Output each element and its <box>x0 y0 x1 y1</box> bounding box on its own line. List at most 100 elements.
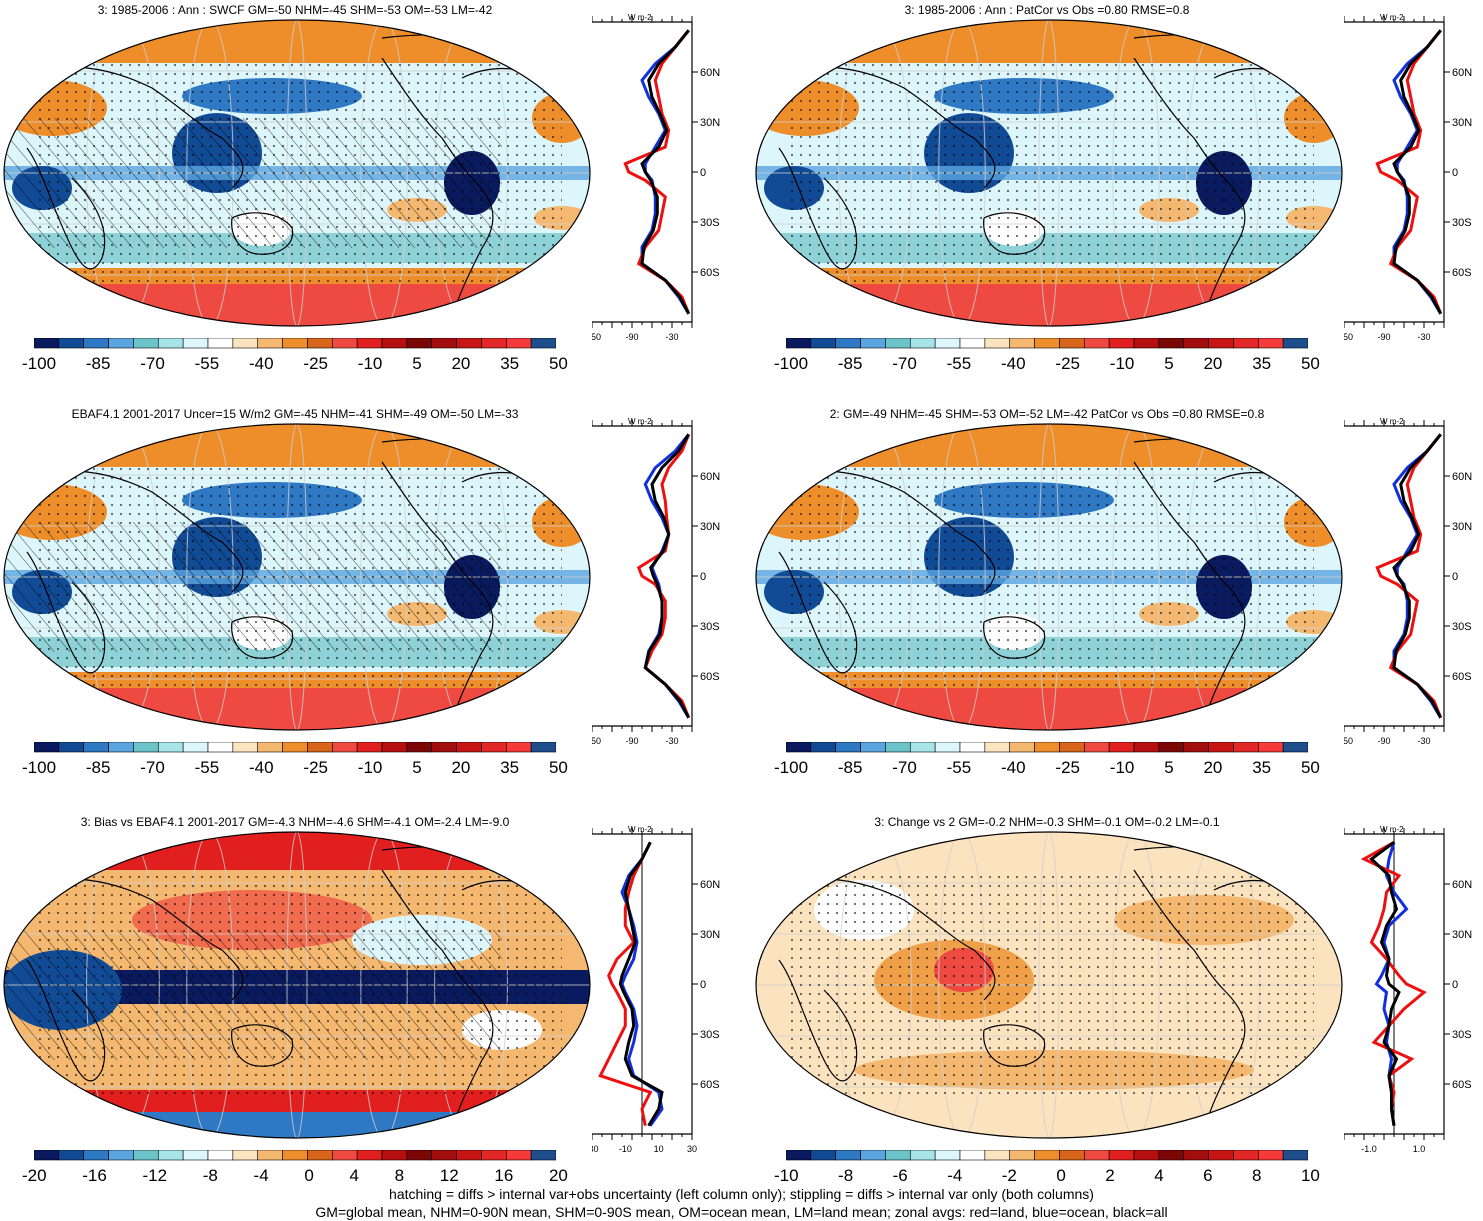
antarctic-band <box>4 283 590 326</box>
colorbar-swatch <box>1282 338 1308 349</box>
colorbar-swatch <box>959 1150 986 1161</box>
colorbar-label: 8 <box>1252 1166 1262 1185</box>
coastline <box>778 551 858 674</box>
colorbar-label: -70 <box>140 758 165 777</box>
coastline <box>381 869 494 1116</box>
colorbar-swatch <box>232 338 259 349</box>
map-outline <box>755 19 1343 327</box>
colorbar-label: 4 <box>349 1166 359 1185</box>
colorbar <box>34 742 556 753</box>
panel-p5: 3: Bias vs EBAF4.1 2001-2017 GM=-4.3 NHM… <box>0 812 730 1212</box>
colorbar-label: -10 <box>357 354 383 373</box>
zonal-units-label: W m-2 <box>628 417 652 426</box>
colorbar-labels: -100 -85 -70 -55 -40 -25 -10 5 20 35 50 <box>774 758 1320 778</box>
colorbar-swatch <box>1034 742 1060 753</box>
colorbar-label: 10 <box>1300 1166 1320 1185</box>
zonal-lat-label: 60N <box>700 471 720 483</box>
colorbar-label: -85 <box>837 758 863 777</box>
zonal-tick-label: -30 <box>1417 332 1430 342</box>
colorbar-swatch <box>406 742 433 753</box>
colorbar-label: 20 <box>1203 354 1223 373</box>
coastline <box>381 57 494 304</box>
panel-title: 3: 1985-2006 : Ann : SWCF GM=-50 NHM=-45… <box>97 3 493 17</box>
colorbar-swatch <box>257 1150 283 1161</box>
colorbar-label: 12 <box>439 1166 459 1185</box>
colorbar-swatch <box>481 338 507 349</box>
colorbar-swatch <box>786 1150 812 1161</box>
colorbar-swatch <box>307 338 333 349</box>
colorbar-labels: -100 -85 -70 -55 -40 -25 -10 5 20 35 50 <box>774 354 1320 374</box>
colorbar-swatch <box>835 1150 861 1161</box>
colorbar-swatch <box>786 742 812 753</box>
hatching-overlay <box>4 118 502 248</box>
colorbar-label: -100 <box>774 758 809 777</box>
map-plot <box>3 19 591 327</box>
colorbar-swatch <box>1133 742 1160 753</box>
colorbar-swatch <box>1233 338 1259 349</box>
colorbar-swatch <box>431 1150 457 1161</box>
panel-title: 3: Change vs 2 GM=-0.2 NHM=-0.3 SHM=-0.1… <box>874 815 1220 829</box>
zonal-mean-plot: 60N 30N 0 30S 60S W m-2 -150 -90 -30 <box>592 13 720 342</box>
colorbar-swatch <box>1108 338 1135 349</box>
coastline <box>1133 57 1246 304</box>
panel-title: 3: 1985-2006 : Ann : PatCor vs Obs =0.80… <box>904 3 1190 17</box>
colorbar-swatch <box>58 338 85 349</box>
colorbar-swatch <box>207 1150 234 1161</box>
colorbar-label: 4 <box>1154 1166 1164 1185</box>
panel-p3: EBAF4.1 2001-2017 Uncer=15 W/m2 GM=-45 N… <box>0 404 730 804</box>
colorbar-swatch <box>133 1150 159 1161</box>
colorbar-swatch <box>1059 338 1085 349</box>
colorbar-swatch <box>1208 338 1234 349</box>
colorbar-label: -100 <box>774 354 809 373</box>
zonal-all-line <box>1392 433 1443 719</box>
colorbar-label: -12 <box>142 1166 168 1185</box>
zonal-tick-label: -90 <box>625 736 638 746</box>
zonal-units-label: W m-2 <box>628 825 652 834</box>
zonal-land-line <box>636 433 691 719</box>
zonal-tick-label: -30 <box>1417 736 1430 746</box>
colorbar-label: -85 <box>85 354 111 373</box>
colorbar-swatch <box>182 742 209 753</box>
colorbar-swatch <box>406 338 433 349</box>
arctic-band <box>4 424 590 467</box>
coastline <box>983 212 1046 255</box>
colorbar-labels: -10 -8 -6 -4 -2 0 2 4 6 8 10 <box>774 1166 1320 1186</box>
colorbar-swatch <box>406 1150 433 1161</box>
zonal-all-line <box>643 433 691 719</box>
colorbar-label: 50 <box>548 758 568 777</box>
colorbar-swatch <box>157 338 184 349</box>
colorbar-labels: -20 -16 -12 -8 -4 0 4 8 12 16 20 <box>22 1166 568 1186</box>
colorbar-swatch <box>934 338 961 349</box>
colorbar-swatch <box>885 742 911 753</box>
colorbar-swatch <box>307 1150 333 1161</box>
colorbar-swatch <box>1108 742 1135 753</box>
zonal-mean-plot: 60N 30N 0 30S 60S W m-2 -1.0 1.0 <box>1344 825 1472 1154</box>
zonal-lat-label: 0 <box>700 571 706 583</box>
colorbar-swatch <box>984 338 1011 349</box>
colorbar-swatch <box>182 1150 209 1161</box>
zonal-units-label: W m-2 <box>1380 13 1404 22</box>
colorbar-swatch <box>810 742 837 753</box>
colorbar-label: -40 <box>249 354 274 373</box>
arctic-band <box>4 20 590 63</box>
map-outline <box>3 19 591 327</box>
colorbar-label: -40 <box>249 758 274 777</box>
colorbar-swatch <box>381 1150 408 1161</box>
zonal-lat-label: 30S <box>1452 217 1472 229</box>
coastline <box>231 1024 294 1067</box>
colorbar-swatch <box>108 1150 134 1161</box>
antarctic-band <box>4 687 590 730</box>
colorbar-swatch <box>431 742 457 753</box>
colorbar-swatch <box>381 338 408 349</box>
panel-title: 3: Bias vs EBAF4.1 2001-2017 GM=-4.3 NHM… <box>80 815 510 829</box>
colorbar-swatch <box>1233 742 1259 753</box>
colorbar-swatch <box>835 742 861 753</box>
zonal-lat-label: 30N <box>700 117 720 129</box>
coastline <box>983 1024 1046 1067</box>
colorbar-swatch <box>1083 742 1110 753</box>
stippling-overlay <box>784 870 1314 1100</box>
zonal-lat-label: 30S <box>1452 1029 1472 1041</box>
zonal-lat-label: 30N <box>700 521 720 533</box>
coastline <box>231 212 294 255</box>
colorbar-label: -85 <box>85 758 111 777</box>
